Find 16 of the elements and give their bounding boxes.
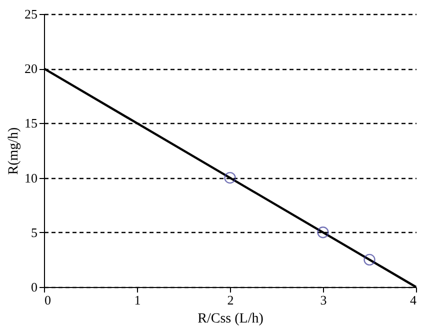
x-tick-label: 0 <box>44 292 51 308</box>
x-tick-label: 4 <box>410 292 417 308</box>
point <box>317 226 329 238</box>
y-tick-label: 25 <box>24 6 38 22</box>
y-tick-label: 15 <box>24 116 38 131</box>
y-tick-label: 10 <box>24 170 38 186</box>
y-tick-label: 5 <box>31 224 38 240</box>
point <box>364 254 376 266</box>
x-tick-label: 3 <box>320 292 327 308</box>
y-axis-title: R(mg/h) <box>6 126 22 175</box>
x-tick-label: 2 <box>227 292 234 308</box>
y-tick-label: 20 <box>24 61 38 76</box>
x-tick-label: 1 <box>134 292 141 308</box>
x-axis-title: R/Css (L/h) <box>198 312 264 326</box>
y-tick-label: 0 <box>31 280 38 294</box>
point <box>224 172 236 184</box>
